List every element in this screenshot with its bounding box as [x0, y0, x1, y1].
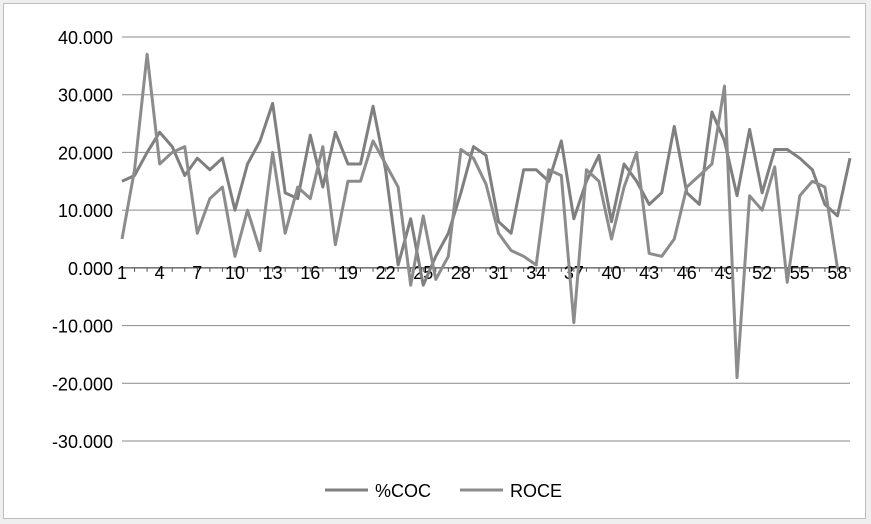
x-axis	[121, 267, 851, 272]
x-tick-label: 7	[192, 263, 202, 283]
y-tick-label: -20.000	[52, 374, 113, 394]
x-tick-label: 28	[451, 263, 471, 283]
y-tick-label: -30.000	[52, 432, 113, 452]
x-tick-label: 46	[677, 263, 697, 283]
legend-label-coc: %COC	[375, 481, 431, 501]
x-tick-label: 52	[752, 263, 772, 283]
y-tick-label: 10.000	[58, 201, 113, 221]
x-tick-label: 43	[639, 263, 659, 283]
x-tick-label: 49	[714, 263, 734, 283]
series-line-coc	[121, 101, 852, 287]
y-axis-tick-labels: -30.000 -20.000 -10.000 0.000 10.000 20.000 30…	[52, 28, 113, 452]
legend-label-roce: ROCE	[510, 481, 562, 501]
x-tick-label: 1	[117, 263, 127, 283]
legend: %COC ROCE	[325, 481, 562, 501]
x-tick-label: 22	[376, 263, 396, 283]
x-tick-label: 10	[225, 263, 245, 283]
x-tick-label: 58	[827, 263, 847, 283]
x-tick-label: 37	[564, 263, 584, 283]
y-tick-label: 40.000	[58, 28, 113, 48]
x-tick-label: 55	[790, 263, 810, 283]
series-lines	[120, 52, 852, 380]
y-tick-label: 30.000	[58, 86, 113, 106]
y-tick-label: 20.000	[58, 143, 113, 163]
x-tick-label: 4	[155, 263, 165, 283]
x-tick-label: 16	[300, 263, 320, 283]
x-tick-label: 31	[489, 263, 509, 283]
x-tick-label: 25	[413, 263, 433, 283]
y-tick-label: -10.000	[52, 317, 113, 337]
x-tick-label: 13	[263, 263, 283, 283]
x-tick-label: 40	[602, 263, 622, 283]
x-axis-tick-labels: 1 4 7 10 13 16 19 22 25 28 31 34 37 40 43 46 49 52 55 58	[117, 263, 847, 283]
series-line-roce	[120, 52, 839, 380]
y-tick-label: 0.000	[68, 259, 113, 279]
x-tick-label: 34	[526, 263, 546, 283]
x-tick-label: 19	[338, 263, 358, 283]
